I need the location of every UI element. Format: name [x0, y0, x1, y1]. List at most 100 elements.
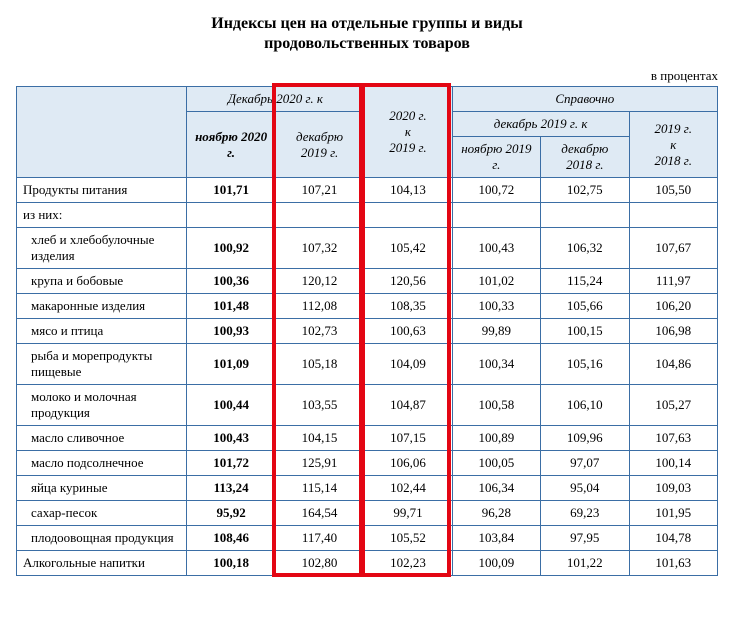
- cell-value: 69,23: [541, 501, 629, 526]
- table-wrapper: Декабрь 2020 г. к 2020 г. к 2019 г. Спра…: [16, 86, 718, 576]
- header-dec2019: декабрю 2019 г.: [275, 112, 363, 178]
- cell-value: 104,78: [629, 526, 718, 551]
- row-label: Алкогольные напитки: [17, 551, 187, 576]
- cell-value: 106,98: [629, 319, 718, 344]
- cell-value: 105,42: [364, 228, 452, 269]
- table-row: плодоовощная продукция108,46117,40105,52…: [17, 526, 718, 551]
- cell-value: 100,89: [452, 426, 540, 451]
- table-row: масло сливочное100,43104,15107,15100,891…: [17, 426, 718, 451]
- cell-value: 105,50: [629, 178, 718, 203]
- cell-value: 106,10: [541, 385, 629, 426]
- cell-value: 100,14: [629, 451, 718, 476]
- cell-value: 101,48: [187, 294, 275, 319]
- cell-value: 100,33: [452, 294, 540, 319]
- header-reference: Справочно: [452, 87, 717, 112]
- cell-value: 107,67: [629, 228, 718, 269]
- cell-value: 96,28: [452, 501, 540, 526]
- cell-value: 100,92: [187, 228, 275, 269]
- table-row: крупа и бобовые100,36120,12120,56101,021…: [17, 269, 718, 294]
- cell-value: 99,71: [364, 501, 452, 526]
- header-2019-to-2018: 2019 г. к 2018 г.: [629, 112, 718, 178]
- cell-value: 102,44: [364, 476, 452, 501]
- table-row: мясо и птица100,93102,73100,6399,89100,1…: [17, 319, 718, 344]
- cell-value: 100,58: [452, 385, 540, 426]
- cell-value: 106,06: [364, 451, 452, 476]
- cell-value: 97,07: [541, 451, 629, 476]
- cell-value: 106,34: [452, 476, 540, 501]
- cell-value: 100,05: [452, 451, 540, 476]
- cell-value: 101,22: [541, 551, 629, 576]
- row-label: молоко и молочная продукция: [17, 385, 187, 426]
- cell-value: [364, 203, 452, 228]
- cell-value: 95,92: [187, 501, 275, 526]
- cell-value: 100,34: [452, 344, 540, 385]
- header-blank: [17, 87, 187, 178]
- table-row: сахар-песок95,92164,5499,7196,2869,23101…: [17, 501, 718, 526]
- table-row: макаронные изделия101,48112,08108,35100,…: [17, 294, 718, 319]
- cell-value: 101,63: [629, 551, 718, 576]
- cell-value: 120,12: [275, 269, 363, 294]
- cell-value: 106,32: [541, 228, 629, 269]
- cell-value: 103,84: [452, 526, 540, 551]
- row-label: Продукты питания: [17, 178, 187, 203]
- cell-value: 105,66: [541, 294, 629, 319]
- row-label: рыба и морепродукты пищевые: [17, 344, 187, 385]
- row-label: сахар-песок: [17, 501, 187, 526]
- header-2020-to-2019: 2020 г. к 2019 г.: [364, 87, 452, 178]
- cell-value: 100,43: [187, 426, 275, 451]
- cell-value: 101,71: [187, 178, 275, 203]
- row-label: масло подсолнечное: [17, 451, 187, 476]
- header-dec2020-to: Декабрь 2020 г. к: [187, 87, 364, 112]
- cell-value: 100,43: [452, 228, 540, 269]
- cell-value: 101,02: [452, 269, 540, 294]
- row-label: макаронные изделия: [17, 294, 187, 319]
- table-row: масло подсолнечное101,72125,91106,06100,…: [17, 451, 718, 476]
- cell-value: 109,03: [629, 476, 718, 501]
- cell-value: 100,93: [187, 319, 275, 344]
- page-title: Индексы цен на отдельные группы и виды п…: [16, 14, 718, 54]
- row-label: хлеб и хлебобулочные изделия: [17, 228, 187, 269]
- cell-value: 101,95: [629, 501, 718, 526]
- cell-value: 102,80: [275, 551, 363, 576]
- cell-value: [541, 203, 629, 228]
- cell-value: 102,73: [275, 319, 363, 344]
- title-line-1: Индексы цен на отдельные группы и виды: [211, 15, 522, 32]
- table-row: хлеб и хлебобулочные изделия100,92107,32…: [17, 228, 718, 269]
- cell-value: [629, 203, 718, 228]
- cell-value: 112,08: [275, 294, 363, 319]
- header-dec2019-to: декабрь 2019 г. к: [452, 112, 629, 137]
- title-line-2: продовольственных товаров: [264, 35, 470, 52]
- cell-value: 100,18: [187, 551, 275, 576]
- cell-value: 104,86: [629, 344, 718, 385]
- cell-value: [275, 203, 363, 228]
- cell-value: 101,72: [187, 451, 275, 476]
- row-label: из них:: [17, 203, 187, 228]
- cell-value: 104,15: [275, 426, 363, 451]
- table-row: из них:: [17, 203, 718, 228]
- units-label: в процентах: [16, 68, 718, 84]
- cell-value: 100,36: [187, 269, 275, 294]
- cell-value: 101,09: [187, 344, 275, 385]
- row-label: мясо и птица: [17, 319, 187, 344]
- cell-value: 100,09: [452, 551, 540, 576]
- cell-value: 109,96: [541, 426, 629, 451]
- cell-value: 99,89: [452, 319, 540, 344]
- cell-value: 117,40: [275, 526, 363, 551]
- cell-value: 100,63: [364, 319, 452, 344]
- cell-value: 102,23: [364, 551, 452, 576]
- price-index-table: Декабрь 2020 г. к 2020 г. к 2019 г. Спра…: [16, 86, 718, 576]
- cell-value: 103,55: [275, 385, 363, 426]
- cell-value: [187, 203, 275, 228]
- cell-value: 97,95: [541, 526, 629, 551]
- cell-value: 107,63: [629, 426, 718, 451]
- table-row: молоко и молочная продукция100,44103,551…: [17, 385, 718, 426]
- cell-value: 107,21: [275, 178, 363, 203]
- cell-value: 108,46: [187, 526, 275, 551]
- cell-value: 104,13: [364, 178, 452, 203]
- cell-value: 107,15: [364, 426, 452, 451]
- table-row: Продукты питания101,71107,21104,13100,72…: [17, 178, 718, 203]
- row-label: яйца куриные: [17, 476, 187, 501]
- header-nov2020: ноябрю 2020 г.: [187, 112, 275, 178]
- header-dec2018: декабрю 2018 г.: [541, 137, 629, 178]
- cell-value: 105,52: [364, 526, 452, 551]
